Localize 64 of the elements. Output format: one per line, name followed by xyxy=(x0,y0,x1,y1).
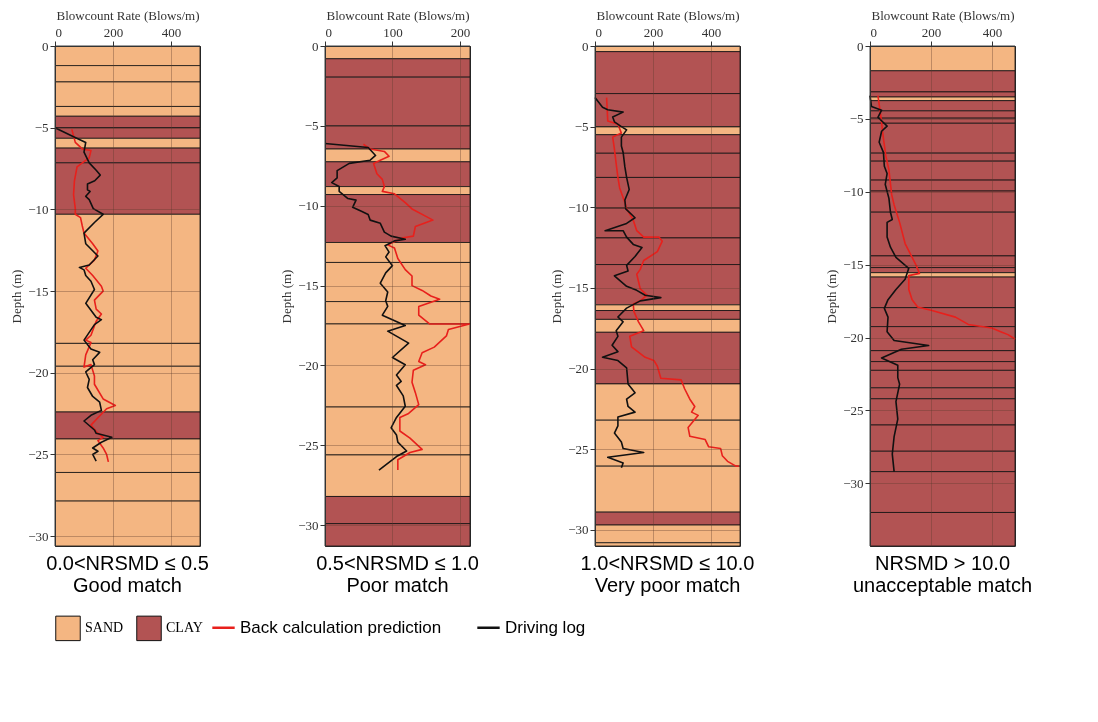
y-tick-label: −25 xyxy=(843,402,864,418)
y-tick-label: −30 xyxy=(28,528,49,544)
text: NRSMD > 10.0 xyxy=(874,552,1011,575)
x-tick-label: 200 xyxy=(450,24,471,40)
line-series xyxy=(877,94,1016,340)
y-tick-label: 0 xyxy=(857,38,864,54)
legend-label: Back calculation prediction xyxy=(240,617,442,637)
legend-label: Driving log xyxy=(505,617,586,637)
y-tick-label: −25 xyxy=(568,441,589,457)
x-tick-label: 400 xyxy=(982,24,1003,40)
y-tick-label: −15 xyxy=(28,283,49,299)
text: Poor match xyxy=(346,574,449,597)
text: 1.0<NRSMD ≤ 10.0 xyxy=(580,552,755,575)
y-tick-label: 0 xyxy=(312,38,319,54)
x-axis-title: Blowcount Rate (Blows/m) xyxy=(596,7,740,23)
y-tick-label: −10 xyxy=(28,201,49,217)
y-tick-label: −5 xyxy=(574,119,589,135)
line-series xyxy=(71,128,117,463)
x-tick-label: 200 xyxy=(921,24,942,40)
x-tick-label: 0 xyxy=(595,24,602,40)
text: Very poor match xyxy=(594,574,741,597)
x-tick-label: 0 xyxy=(325,24,332,40)
text: Good match xyxy=(73,574,182,597)
x-axis-title: Blowcount Rate (Blows/m) xyxy=(871,7,1015,23)
x-tick-label: 0 xyxy=(55,24,62,40)
y-tick-label: −20 xyxy=(28,365,49,381)
y-axis-title: Depth (m) xyxy=(549,269,565,324)
y-axis-title: Depth (m) xyxy=(279,269,295,324)
y-tick-label: −15 xyxy=(843,257,864,273)
y-axis-title: Depth (m) xyxy=(824,269,840,324)
text: CLAY xyxy=(166,620,203,636)
y-tick-label: −10 xyxy=(568,199,589,215)
y-tick-label: −15 xyxy=(568,280,589,296)
text: unacceptable match xyxy=(852,574,1033,597)
y-tick-label: −25 xyxy=(28,447,49,462)
y-tick-label: −30 xyxy=(568,522,589,538)
x-axis-title: Blowcount Rate (Blows/m) xyxy=(56,7,200,23)
y-tick-label: −5 xyxy=(34,120,49,136)
text: 0.0<NRSMD ≤ 0.5 xyxy=(46,552,209,575)
x-tick-label: 200 xyxy=(643,24,664,40)
y-tick-label: −5 xyxy=(849,111,864,127)
x-tick-label: 0 xyxy=(870,24,877,40)
line-series xyxy=(362,143,471,471)
y-tick-label: 0 xyxy=(582,38,589,54)
text: 0.5<NRSMD ≤ 1.0 xyxy=(316,552,479,575)
y-tick-label: −5 xyxy=(304,118,319,134)
x-axis-title: Blowcount Rate (Blows/m) xyxy=(326,7,470,23)
x-tick-label: 100 xyxy=(383,24,403,40)
x-tick-label: 400 xyxy=(701,24,722,40)
y-tick-label: −30 xyxy=(298,517,319,533)
y-tick-label: −15 xyxy=(298,278,319,294)
y-tick-label: −10 xyxy=(843,184,864,200)
y-axis-title: Depth (m) xyxy=(9,269,25,324)
y-tick-label: −20 xyxy=(298,357,319,373)
y-tick-label: 0 xyxy=(42,38,49,54)
y-tick-label: −10 xyxy=(298,198,319,214)
y-tick-label: −20 xyxy=(568,361,589,377)
x-tick-label: 400 xyxy=(161,24,182,40)
line-series xyxy=(605,96,740,467)
y-tick-label: −25 xyxy=(298,437,319,453)
y-tick-label: −30 xyxy=(843,475,864,491)
x-tick-label: 200 xyxy=(103,24,124,40)
text: SAND xyxy=(85,620,124,636)
y-tick-label: −20 xyxy=(843,330,864,346)
